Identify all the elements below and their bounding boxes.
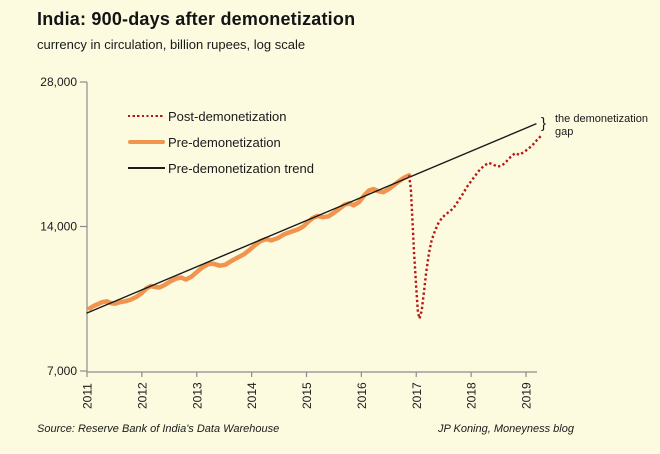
line-pre-demonetization-trend (86, 123, 537, 314)
legend-item-post-demonetization: Post-demonetization (128, 108, 314, 124)
x-tick-label: 2017 (410, 382, 424, 409)
demonetization-gap-annotation: the demonetization gap (555, 113, 655, 139)
x-tick-label: 2011 (81, 383, 95, 409)
y-tick-label: 14,000 (40, 220, 77, 234)
author-credit: JP Koning, Moneyness blog (438, 423, 574, 435)
thick-line-swatch (128, 139, 165, 145)
source-note: Source: Reserve Bank of India's Data War… (37, 423, 280, 435)
legend-label: Pre-demonetization (168, 134, 281, 150)
x-tick-label: 2015 (300, 382, 314, 409)
x-tick-label: 2012 (135, 382, 149, 409)
page-title: India: 900-days after demonetization (37, 9, 356, 29)
line-pre-demonetization (87, 173, 412, 311)
chart-legend: Post-demonetization Pre-demonetization P… (128, 108, 314, 186)
y-tick-label: 7,000 (47, 364, 77, 378)
chart-subtitle: currency in circulation, billion rupees,… (37, 37, 306, 52)
annotation-line1: the demonetization (555, 113, 648, 125)
x-tick-label: 2019 (520, 382, 534, 409)
dotted-line-swatch (128, 114, 165, 118)
legend-item-pre-demonetization: Pre-demonetization (128, 134, 314, 150)
thin-line-swatch (128, 167, 165, 169)
annotation-line2: gap (555, 126, 574, 138)
legend-label: Post-demonetization (168, 108, 287, 124)
x-tick-label: 2018 (465, 382, 479, 409)
legend-label: Pre-demonetization trend (168, 160, 314, 176)
x-tick-label: 2016 (355, 382, 369, 409)
legend-item-trend: Pre-demonetization trend (128, 160, 314, 176)
y-tick-label: 28,000 (40, 75, 77, 89)
line-post-demonetization (407, 135, 542, 320)
x-tick-label: 2014 (245, 382, 259, 409)
x-tick-label: 2013 (190, 382, 204, 409)
brace-glyph: } (541, 115, 547, 132)
